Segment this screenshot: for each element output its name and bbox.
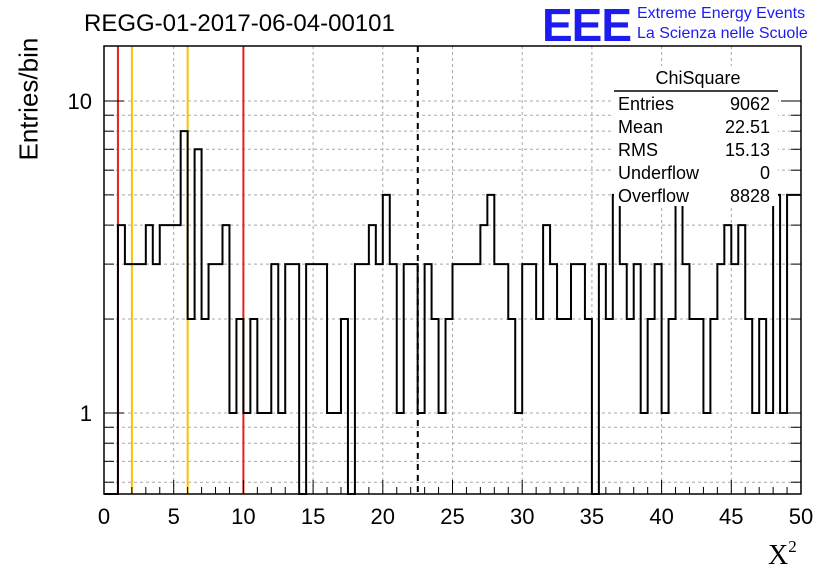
stats-row-label: Overflow	[618, 186, 690, 206]
stats-row-label: Mean	[618, 117, 663, 137]
x-axis-label-base: X	[768, 540, 789, 571]
y-tick-label: 10	[68, 89, 92, 114]
y-tick-label: 1	[80, 401, 92, 426]
stats-row-label: RMS	[618, 140, 658, 160]
axis-ticks: 0 5 10 15 20 25 30 35 40 45 50 1 10	[68, 89, 814, 529]
histogram-series	[104, 130, 801, 495]
stats-row-value: 9062	[730, 94, 770, 114]
y-axis-label: Entries/bin	[13, 37, 44, 161]
x-tick-label: 15	[301, 504, 325, 529]
logo-caption: Extreme Energy Events La Scienza nelle S…	[637, 4, 808, 44]
stats-row-value: 22.51	[725, 117, 770, 137]
eee-logo: EEE	[542, 0, 632, 51]
x-tick-label: 50	[789, 504, 813, 529]
x-axis-label-sup: 2	[788, 537, 797, 556]
stats-box: ChiSquare Entries 9062 Mean 22.51 RMS 15.13 Und…	[614, 66, 778, 206]
stats-row-label: Entries	[618, 94, 674, 114]
stats-row-label: Underflow	[618, 163, 700, 183]
stats-row-value: 0	[760, 163, 770, 183]
x-tick-label: 40	[649, 504, 673, 529]
x-tick-label: 10	[231, 504, 255, 529]
x-tick-label: 5	[168, 504, 180, 529]
page-title: REGG-01-2017-06-04-00101	[84, 10, 395, 37]
x-tick-label: 45	[719, 504, 743, 529]
logo-caption-line1: Extreme Energy Events	[637, 5, 806, 22]
stats-name: ChiSquare	[655, 68, 740, 88]
x-tick-label: 30	[510, 504, 534, 529]
stats-row-value: 8828	[730, 186, 770, 206]
x-tick-label: 0	[98, 504, 110, 529]
x-tick-label: 35	[580, 504, 604, 529]
logo-caption-line2: La Scienza nelle Scuole	[637, 25, 808, 42]
x-tick-label: 25	[440, 504, 464, 529]
x-tick-label: 20	[371, 504, 395, 529]
x-axis-label: X2	[768, 537, 797, 572]
stats-bg	[614, 66, 778, 206]
stats-row-value: 15.13	[725, 140, 770, 160]
